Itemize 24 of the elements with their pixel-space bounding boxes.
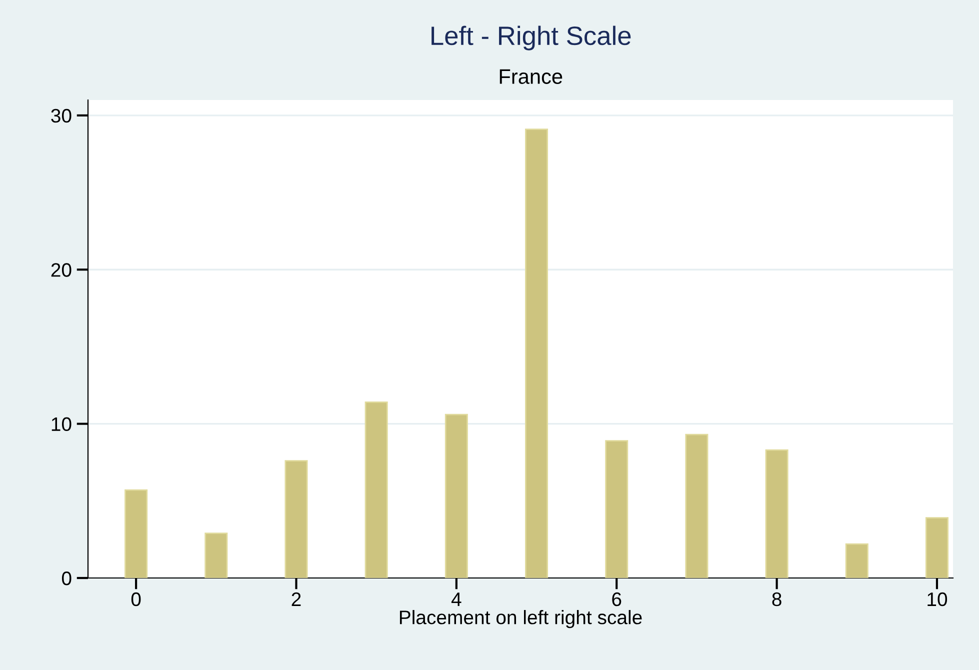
bar bbox=[765, 449, 788, 578]
bar bbox=[204, 532, 228, 578]
x-tick-label: 6 bbox=[612, 592, 622, 606]
chart-subtitle: France bbox=[500, 69, 562, 84]
x-tick-label: 10 bbox=[928, 592, 948, 606]
y-tick-label: 10 bbox=[52, 417, 72, 432]
bar bbox=[605, 440, 628, 578]
chart-title: Left - Right Scale bbox=[432, 26, 631, 50]
bar bbox=[845, 543, 868, 578]
x-tick-label: 8 bbox=[772, 592, 782, 606]
x-tick-label: 4 bbox=[451, 592, 462, 606]
x-tick-label: 2 bbox=[292, 592, 301, 606]
bar bbox=[925, 517, 948, 578]
x-tick-label: 0 bbox=[131, 592, 141, 606]
bar bbox=[444, 414, 468, 578]
bar bbox=[284, 460, 308, 578]
bar bbox=[525, 128, 548, 578]
bar bbox=[685, 434, 708, 578]
y-tick-label: 30 bbox=[51, 108, 72, 123]
bar bbox=[124, 489, 148, 578]
y-tick-label: 0 bbox=[62, 571, 72, 586]
x-axis-title: Placement on left right scale bbox=[400, 610, 642, 628]
y-tick-label: 20 bbox=[51, 263, 72, 277]
bar bbox=[364, 402, 388, 578]
